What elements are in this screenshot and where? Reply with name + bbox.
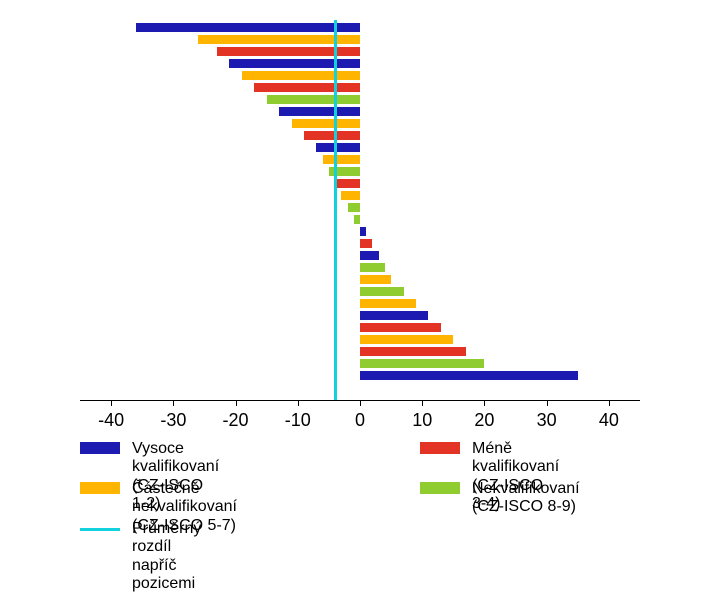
mean-difference-line bbox=[334, 20, 337, 400]
x-tick-label: 0 bbox=[355, 410, 365, 431]
x-tick bbox=[360, 400, 361, 406]
bar bbox=[229, 59, 360, 68]
legend-item: Průměrný rozdíl napříč pozicemi bbox=[80, 520, 201, 594]
x-tick bbox=[173, 400, 174, 406]
x-tick-label: 30 bbox=[537, 410, 557, 431]
bar bbox=[354, 215, 360, 224]
bar bbox=[292, 119, 360, 128]
bar bbox=[360, 311, 428, 320]
x-tick bbox=[111, 400, 112, 406]
bar bbox=[254, 83, 360, 92]
x-tick-label: 40 bbox=[599, 410, 619, 431]
bar bbox=[360, 347, 466, 356]
legend-swatch bbox=[420, 482, 460, 494]
x-tick bbox=[236, 400, 237, 406]
legend-swatch bbox=[80, 442, 120, 454]
x-tick bbox=[547, 400, 548, 406]
bar bbox=[323, 155, 360, 164]
bar bbox=[304, 131, 360, 140]
x-tick-label: -10 bbox=[285, 410, 311, 431]
legend-label: Nekvalifikovaní (CZ-ISCO 8-9) bbox=[472, 480, 580, 517]
bar bbox=[360, 251, 379, 260]
x-tick bbox=[422, 400, 423, 406]
bar bbox=[360, 227, 366, 236]
bar bbox=[360, 359, 484, 368]
x-tick-label: -30 bbox=[160, 410, 186, 431]
bar bbox=[360, 263, 385, 272]
bar bbox=[360, 323, 441, 332]
bar bbox=[217, 47, 360, 56]
bar bbox=[242, 71, 360, 80]
legend-line-swatch bbox=[80, 528, 120, 531]
bar bbox=[348, 203, 360, 212]
bar bbox=[279, 107, 360, 116]
legend-item: Nekvalifikovaní (CZ-ISCO 8-9) bbox=[420, 480, 580, 517]
x-tick-label: 20 bbox=[474, 410, 494, 431]
bar bbox=[360, 335, 453, 344]
bar bbox=[360, 287, 404, 296]
bar bbox=[360, 275, 391, 284]
x-tick bbox=[298, 400, 299, 406]
bar bbox=[335, 179, 360, 188]
legend-label: Průměrný rozdíl napříč pozicemi bbox=[132, 520, 201, 594]
bar bbox=[316, 143, 360, 152]
x-tick bbox=[484, 400, 485, 406]
bar bbox=[360, 299, 416, 308]
bar bbox=[136, 23, 360, 32]
diverging-bar-chart: -40-30-20-10010203040 Vysoce kvalifikova… bbox=[0, 0, 710, 544]
bar bbox=[267, 95, 360, 104]
legend-swatch bbox=[80, 482, 120, 494]
bar bbox=[360, 371, 578, 380]
bar bbox=[341, 191, 360, 200]
x-tick-label: -40 bbox=[98, 410, 124, 431]
x-tick-label: -20 bbox=[223, 410, 249, 431]
bar bbox=[360, 239, 372, 248]
plot-area: -40-30-20-10010203040 bbox=[80, 20, 640, 400]
legend-swatch bbox=[420, 442, 460, 454]
x-tick-label: 10 bbox=[412, 410, 432, 431]
x-tick bbox=[609, 400, 610, 406]
